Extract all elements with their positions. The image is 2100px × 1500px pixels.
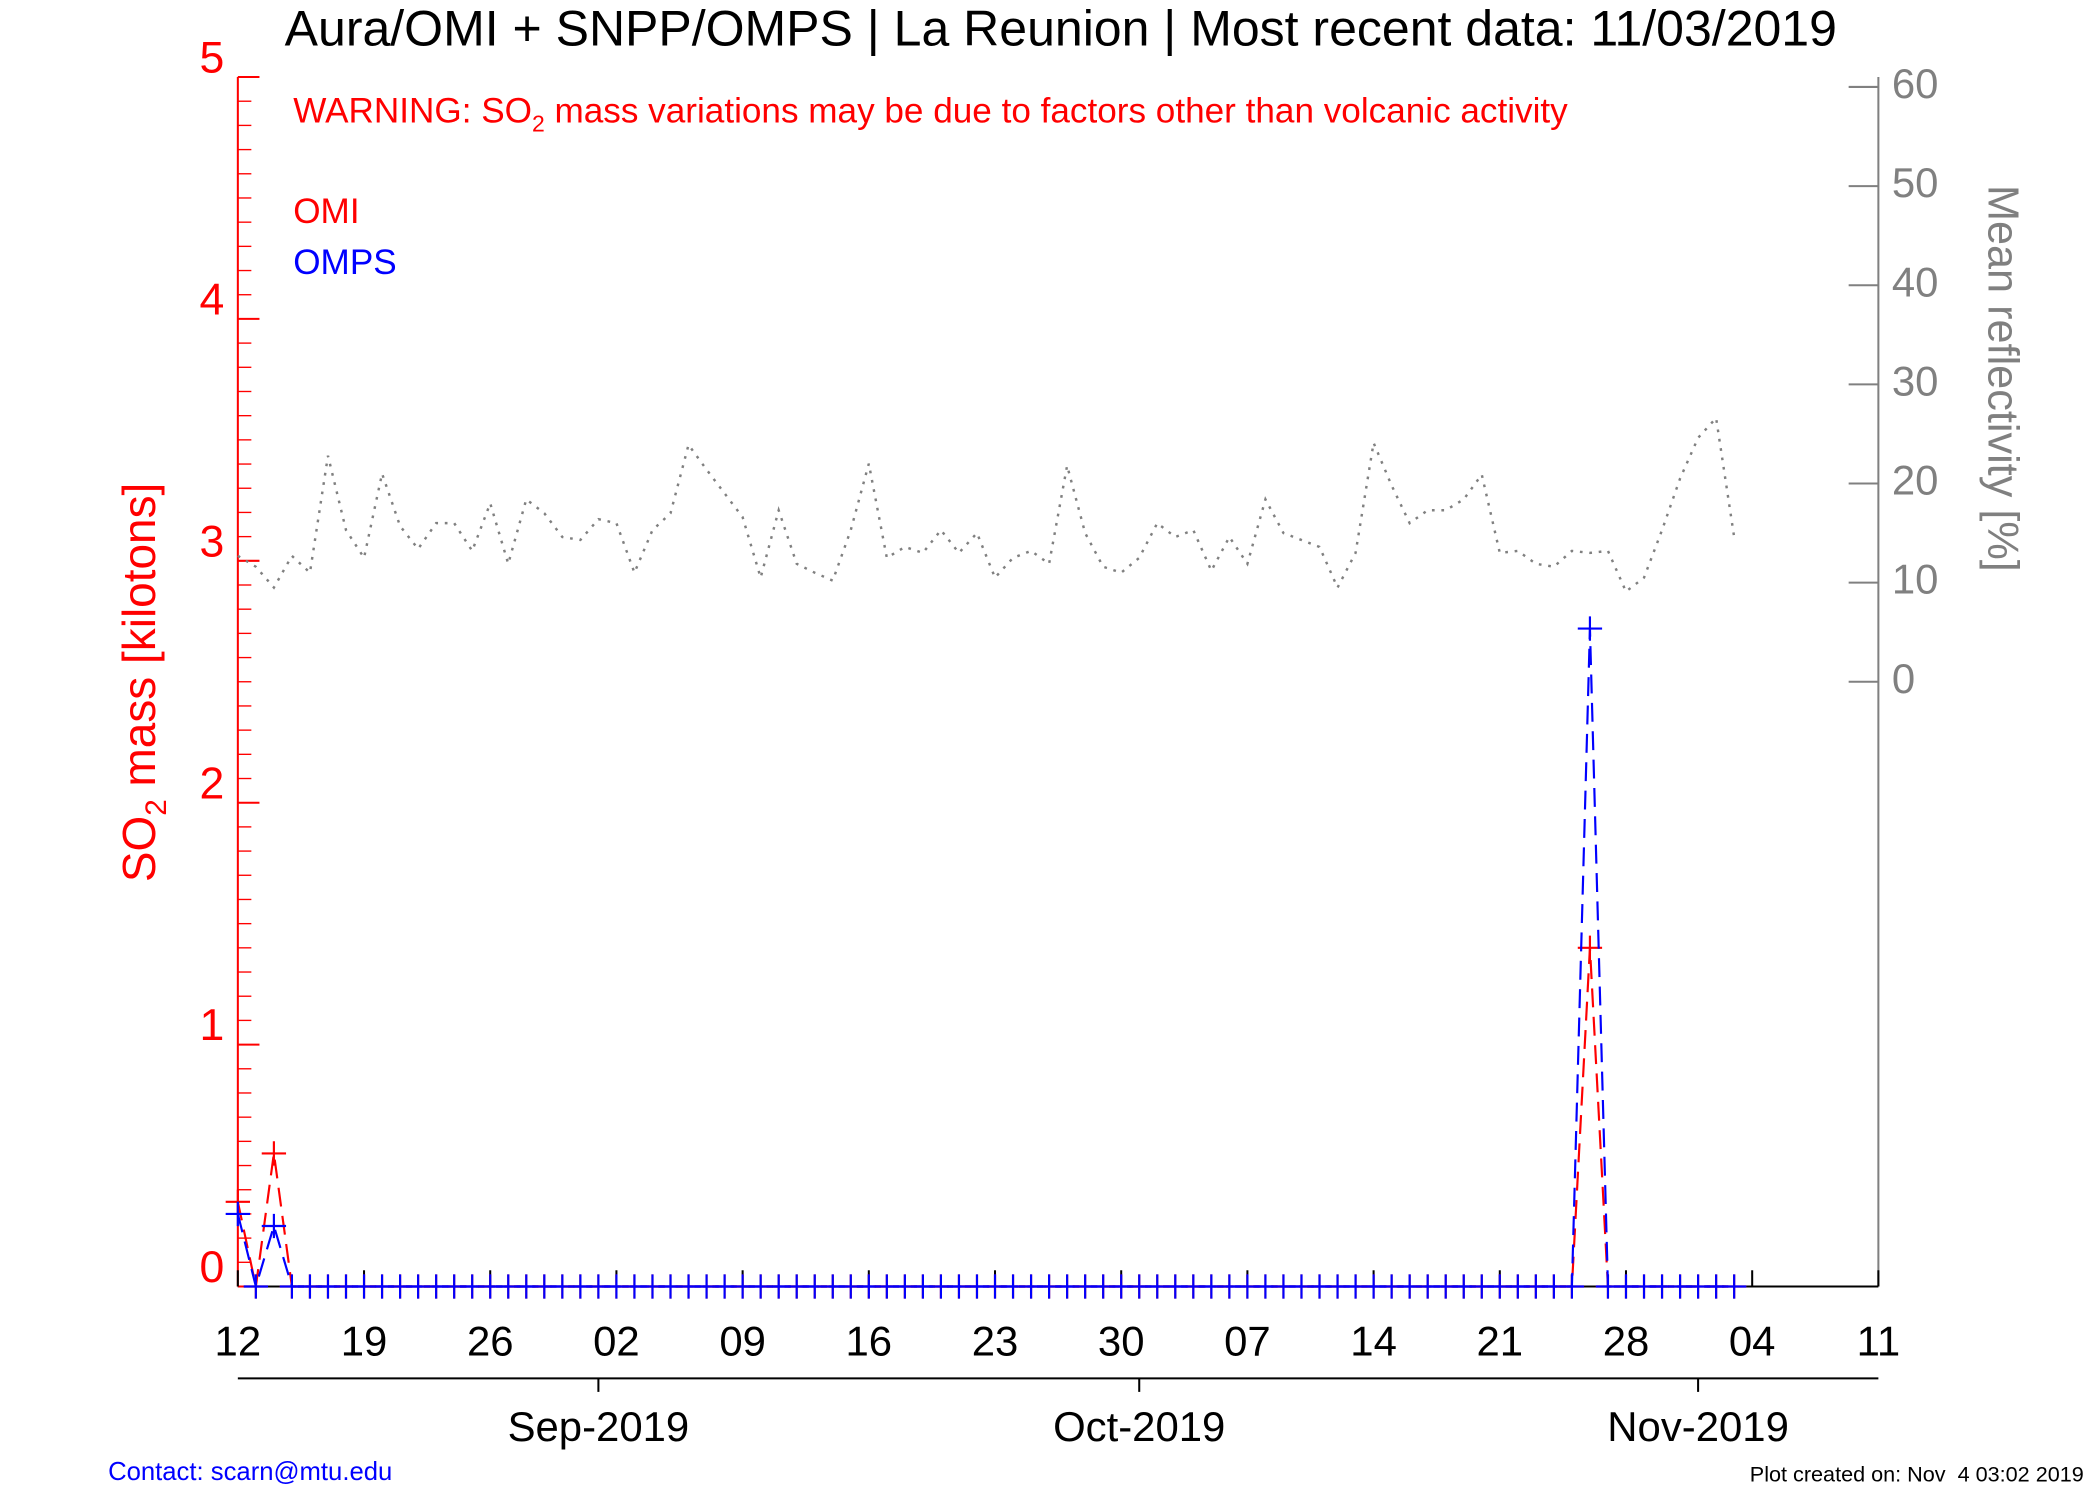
y-tick-label: 1 xyxy=(200,1001,225,1050)
created-note: Plot created on: Nov 4 03:02 2019 xyxy=(1750,1461,2084,1486)
legend-entry: OMPS xyxy=(293,243,396,282)
x-tick-label: 04 xyxy=(1729,1318,1776,1365)
y-tick-label: 0 xyxy=(200,1243,225,1292)
data-marker xyxy=(261,1213,287,1239)
y-axis-label: SO2 mass [kilotons] xyxy=(113,483,173,882)
x-tick-label: 09 xyxy=(719,1318,766,1365)
annotation-text: mass variations may be due to factors ot… xyxy=(545,92,1568,131)
data-marker xyxy=(1721,1274,1747,1299)
data-marker xyxy=(243,1274,269,1299)
x-tick-label: 11 xyxy=(1857,1318,1900,1365)
x-tick-label: 02 xyxy=(593,1318,640,1365)
y2-tick-label: 50 xyxy=(1892,159,1939,206)
y2-tick-label: 0 xyxy=(1892,655,1915,702)
data-marker xyxy=(261,1141,287,1166)
annotation-subscript: 2 xyxy=(532,111,545,137)
contact: Contact: scarn@mtu.edu xyxy=(108,1458,392,1486)
month-label: Sep-2019 xyxy=(508,1403,690,1450)
y2-tick-label: 40 xyxy=(1892,258,1939,305)
y-tick-label: 5 xyxy=(200,34,225,83)
x-tick-label: 19 xyxy=(341,1318,388,1365)
y2-tick-label: 30 xyxy=(1892,357,1939,404)
warning-annotation: WARNING: SO2 mass variations may be due … xyxy=(293,92,1568,137)
y-tick-label: 2 xyxy=(200,759,225,808)
x-tick-label: 12 xyxy=(215,1318,262,1365)
series-line xyxy=(236,628,1735,1291)
month-label: Oct-2019 xyxy=(1053,1403,1225,1450)
series-line xyxy=(236,947,1735,1288)
y2-tick-label: 20 xyxy=(1892,457,1939,504)
legend-entry: OMI xyxy=(293,192,359,231)
x-tick-label: 30 xyxy=(1098,1318,1145,1365)
x-tick-label: 28 xyxy=(1603,1318,1650,1365)
y-label-text: SO xyxy=(113,816,165,882)
annotation-text: WARNING: SO xyxy=(293,92,532,131)
y2-axis-label: Mean reflectivity [%] xyxy=(1979,185,2027,572)
y-label-subscript: 2 xyxy=(140,799,173,816)
y2-tick-label: 60 xyxy=(1892,60,1939,107)
y2-tick-label: 10 xyxy=(1892,556,1939,603)
x-tick-label: 14 xyxy=(1350,1318,1397,1365)
series-line xyxy=(237,415,1736,594)
data-marker xyxy=(225,1201,250,1227)
x-tick-label: 16 xyxy=(846,1318,893,1365)
y-label-text: mass [kilotons] xyxy=(113,483,165,800)
x-tick-label: 26 xyxy=(467,1318,514,1365)
chart-title: Aura/OMI + SNPP/OMPS | La Reunion | Most… xyxy=(285,1,1837,57)
month-label: Nov-2019 xyxy=(1607,1403,1789,1450)
y-tick-label: 3 xyxy=(200,517,225,566)
x-tick-label: 23 xyxy=(972,1318,1019,1365)
data-marker xyxy=(1559,1274,1585,1299)
data-marker xyxy=(1577,616,1603,641)
x-tick-label: 07 xyxy=(1224,1318,1271,1365)
y-tick-label: 4 xyxy=(200,275,225,324)
x-tick-label: 21 xyxy=(1477,1318,1524,1365)
